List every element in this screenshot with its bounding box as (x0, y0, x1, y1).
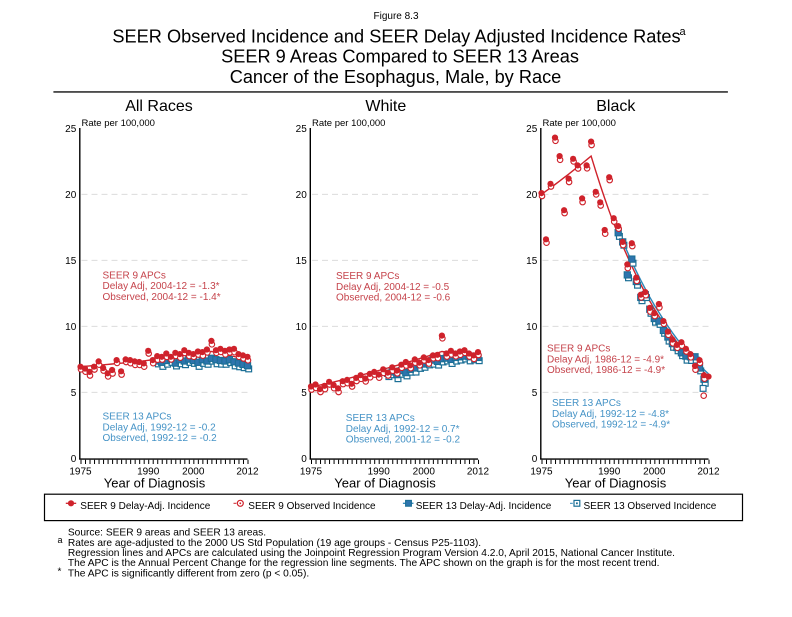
svg-text:Delay Adj, 2004-12 = -0.5: Delay Adj, 2004-12 = -0.5 (336, 282, 450, 293)
svg-text:15: 15 (526, 256, 538, 267)
svg-text:1975: 1975 (300, 467, 323, 478)
svg-text:Year of Diagnosis: Year of Diagnosis (334, 476, 436, 491)
svg-text:SEER 13 APCs: SEER 13 APCs (552, 398, 621, 409)
svg-text:Black: Black (596, 98, 636, 115)
svg-text:10: 10 (526, 322, 538, 333)
svg-text:Observed, 2001-12 = -0.2: Observed, 2001-12 = -0.2 (346, 435, 461, 446)
svg-text:a: a (58, 535, 63, 545)
svg-text:White: White (365, 98, 406, 115)
svg-text:Cancer of the Esophagus, Male,: Cancer of the Esophagus, Male, by Race (230, 67, 562, 87)
svg-text:20: 20 (526, 190, 538, 201)
svg-text:*: * (58, 566, 62, 577)
svg-text:Observed, 2004-12 = -0.6: Observed, 2004-12 = -0.6 (336, 293, 451, 304)
svg-text:15: 15 (296, 256, 308, 267)
svg-text:2000: 2000 (413, 467, 436, 478)
svg-text:Delay Adj, 1986-12 = -4.9*: Delay Adj, 1986-12 = -4.9* (547, 354, 664, 365)
svg-text:Observed, 2004-12 = -1.4*: Observed, 2004-12 = -1.4* (103, 292, 221, 303)
svg-text:All Races: All Races (125, 98, 193, 115)
svg-text:SEER 9 APCs: SEER 9 APCs (336, 271, 399, 282)
svg-text:0: 0 (301, 454, 307, 465)
svg-text:25: 25 (65, 124, 77, 135)
svg-text:Rate per 100,000: Rate per 100,000 (543, 118, 616, 129)
svg-text:2000: 2000 (643, 467, 666, 478)
svg-text:1990: 1990 (368, 467, 391, 478)
svg-text:2012: 2012 (236, 467, 259, 478)
svg-text:20: 20 (296, 190, 308, 201)
svg-text:20: 20 (65, 190, 77, 201)
svg-text:25: 25 (296, 124, 308, 135)
svg-text:SEER 13 Observed Incidence: SEER 13 Observed Incidence (584, 501, 717, 512)
svg-text:Regression lines and APCs are: Regression lines and APCs are calculated… (68, 548, 675, 559)
svg-text:Source: SEER 9 areas and SEER: Source: SEER 9 areas and SEER 13 areas. (68, 528, 266, 539)
svg-text:SEER 13 Delay-Adj. Incidence: SEER 13 Delay-Adj. Incidence (416, 501, 552, 512)
svg-text:a: a (680, 26, 687, 38)
svg-text:Rate per 100,000: Rate per 100,000 (82, 118, 155, 129)
svg-text:5: 5 (71, 388, 77, 399)
svg-text:Figure 8.3: Figure 8.3 (373, 11, 418, 22)
svg-text:2012: 2012 (697, 467, 720, 478)
svg-text:SEER Observed Incidence and SE: SEER Observed Incidence and SEER Delay A… (112, 26, 680, 46)
svg-text:1990: 1990 (598, 467, 621, 478)
svg-text:Delay Adj, 1992-12 = -0.2: Delay Adj, 1992-12 = -0.2 (103, 422, 217, 433)
svg-text:SEER 9 Areas Compared to SEER: SEER 9 Areas Compared to SEER 13 Areas (221, 46, 579, 66)
svg-text:Rate per 100,000: Rate per 100,000 (312, 118, 385, 129)
svg-text:Delay Adj, 1992-12 = -4.8*: Delay Adj, 1992-12 = -4.8* (552, 409, 669, 420)
svg-text:Delay Adj, 1992-12 = 0.7*: Delay Adj, 1992-12 = 0.7* (346, 424, 460, 435)
svg-text:The APC is significantly diffe: The APC is significantly different from … (68, 568, 309, 579)
svg-text:SEER 9 APCs: SEER 9 APCs (547, 344, 610, 355)
svg-text:SEER 13 APCs: SEER 13 APCs (346, 413, 415, 424)
svg-text:10: 10 (296, 322, 308, 333)
svg-text:1990: 1990 (137, 467, 160, 478)
svg-text:2012: 2012 (467, 467, 490, 478)
svg-text:Year of Diagnosis: Year of Diagnosis (104, 476, 206, 491)
svg-text:15: 15 (65, 256, 77, 267)
svg-text:Observed, 1986-12 = -4.9*: Observed, 1986-12 = -4.9* (547, 365, 665, 376)
svg-text:Observed, 1992-12 = -4.9*: Observed, 1992-12 = -4.9* (552, 420, 670, 431)
svg-text:Rates are age-adjusted to the: Rates are age-adjusted to the 2000 US St… (68, 538, 481, 549)
svg-text:SEER 9 Observed Incidence: SEER 9 Observed Incidence (248, 501, 376, 512)
svg-text:1975: 1975 (530, 467, 553, 478)
svg-text:1975: 1975 (69, 467, 92, 478)
svg-text:10: 10 (65, 322, 77, 333)
svg-text:5: 5 (301, 388, 307, 399)
svg-text:5: 5 (532, 388, 538, 399)
svg-text:SEER 13 APCs: SEER 13 APCs (103, 412, 172, 423)
svg-text:SEER 9 APCs: SEER 9 APCs (103, 270, 166, 281)
svg-text:Year of Diagnosis: Year of Diagnosis (565, 476, 667, 491)
svg-text:0: 0 (532, 454, 538, 465)
svg-text:2000: 2000 (182, 467, 205, 478)
svg-text:Delay Adj, 2004-12 = -1.3*: Delay Adj, 2004-12 = -1.3* (103, 281, 220, 292)
svg-text:Observed, 1992-12 = -0.2: Observed, 1992-12 = -0.2 (103, 433, 218, 444)
svg-text:The APC is the Annual Percent: The APC is the Annual Percent Change for… (68, 558, 660, 569)
svg-text:25: 25 (526, 124, 538, 135)
svg-text:0: 0 (71, 454, 77, 465)
svg-text:SEER 9 Delay-Adj. Incidence: SEER 9 Delay-Adj. Incidence (80, 501, 211, 512)
